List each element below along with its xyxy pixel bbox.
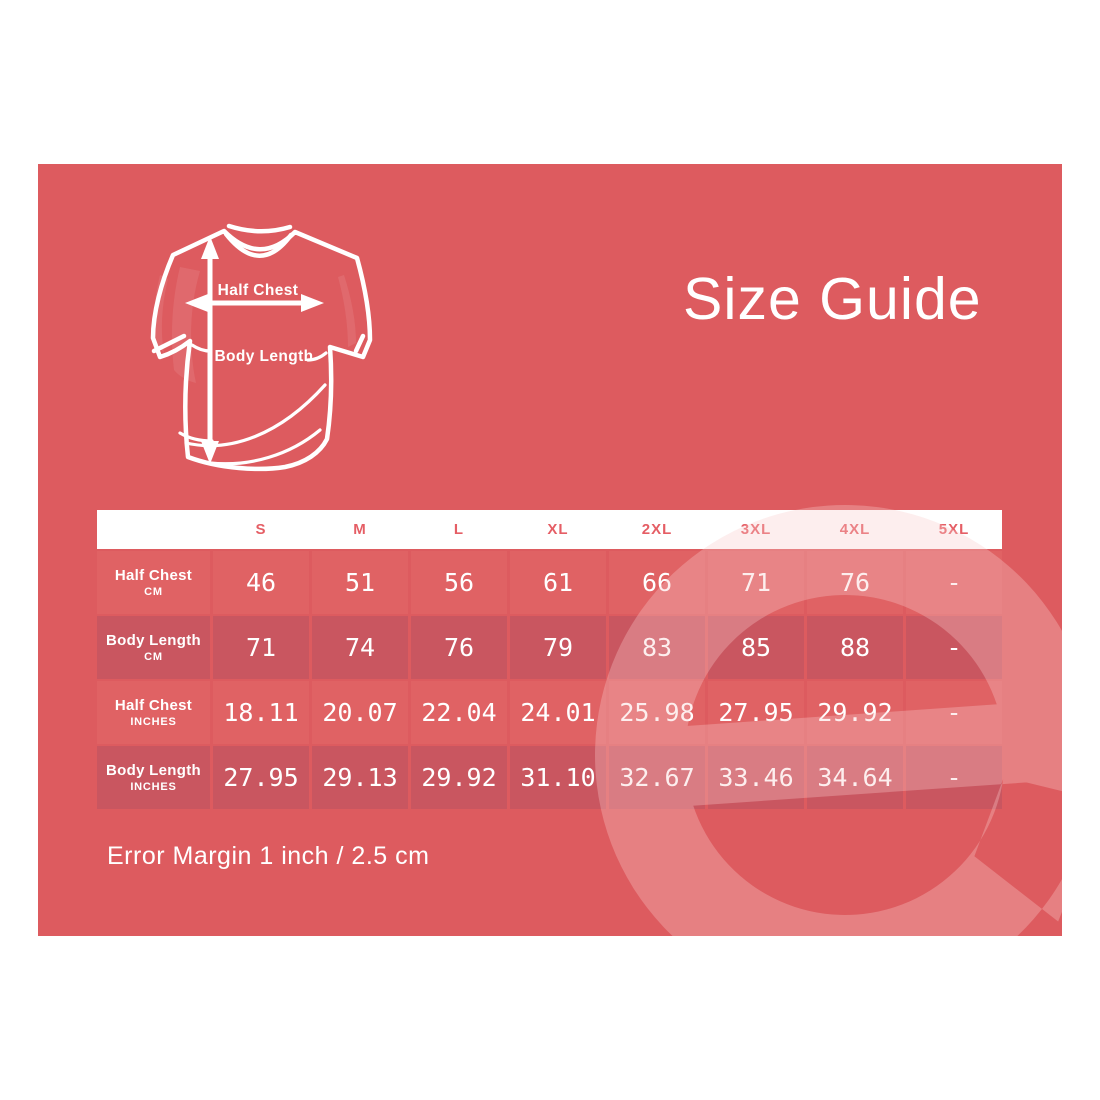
table-cell: 32.67 [609,746,705,809]
size-table-header: S M L XL 2XL 3XL 4XL 5XL [97,510,1002,549]
header-cell-5xl: 5XL [938,521,970,538]
table-row-half-chest-inches: Half Chest INCHES 18.11 20.07 22.04 24.0… [97,681,1002,744]
table-cell: 22.04 [411,681,507,744]
table-cell: 20.07 [312,681,408,744]
table-cell: 34.64 [807,746,903,809]
measurement-arrows-icon [185,236,324,464]
table-cell: 76 [411,616,507,679]
table-cell: 24.01 [510,681,606,744]
header-cell-m: M [353,521,367,538]
header-cell-s: S [255,521,267,538]
tshirt-fold-lines [178,343,328,466]
header-cell-3xl: 3XL [740,521,772,538]
row-label: Half Chest INCHES [97,681,210,744]
header-cell-4xl: 4XL [839,521,871,538]
table-cell: 85 [708,616,804,679]
table-cell: 76 [807,551,903,614]
row-label: Body Length CM [97,616,210,679]
table-cell: 51 [312,551,408,614]
table-cell: 83 [609,616,705,679]
row-label: Body Length INCHES [97,746,210,809]
table-cell: 61 [510,551,606,614]
tshirt-shading [153,267,356,383]
table-cell: 25.98 [609,681,705,744]
error-margin-note: Error Margin 1 inch / 2.5 cm [107,842,430,870]
table-row-half-chest-cm: Half Chest CM 46 51 56 61 66 71 76 - [97,551,1002,614]
header-cell-xl: XL [547,521,569,538]
table-cell: 29.92 [411,746,507,809]
table-cell: 71 [213,616,309,679]
table-cell: 66 [609,551,705,614]
table-row-body-length-cm: Body Length CM 71 74 76 79 83 85 88 - [97,616,1002,679]
table-cell: 31.10 [510,746,606,809]
body-length-arrow-label: Body Length [214,348,314,365]
size-table: S M L XL 2XL 3XL 4XL 5XL Half Chest CM 4… [97,510,1002,811]
table-cell: 74 [312,616,408,679]
row-label: Half Chest CM [97,551,210,614]
table-cell: 79 [510,616,606,679]
table-cell: 46 [213,551,309,614]
tshirt-outline [150,223,373,472]
header-cell-2xl: 2XL [641,521,673,538]
table-cell: - [906,551,1002,614]
table-cell: 88 [807,616,903,679]
size-guide-card: Size Guide [38,164,1062,936]
half-chest-arrow-label: Half Chest [217,282,299,299]
table-cell: - [906,746,1002,809]
table-cell: 27.95 [213,746,309,809]
table-cell: 27.95 [708,681,804,744]
table-cell: 33.46 [708,746,804,809]
table-cell: 56 [411,551,507,614]
table-cell: - [906,681,1002,744]
tshirt-diagram-icon [150,223,373,472]
table-cell: 29.92 [807,681,903,744]
table-cell: - [906,616,1002,679]
header-cell-l: L [453,521,465,538]
table-cell: 18.11 [213,681,309,744]
page-title: Size Guide [683,266,982,332]
table-row-body-length-inches: Body Length INCHES 27.95 29.13 29.92 31.… [97,746,1002,809]
table-cell: 29.13 [312,746,408,809]
table-cell: 71 [708,551,804,614]
